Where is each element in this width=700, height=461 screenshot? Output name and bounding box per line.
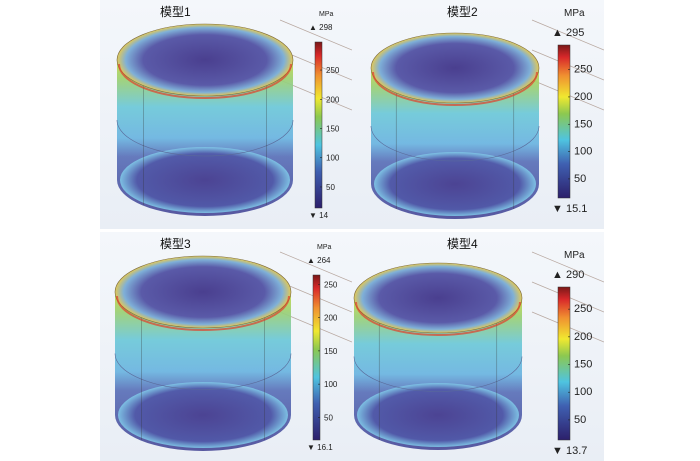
grid-line: [279, 251, 352, 283]
panel-model-2: 模型2 50 100 150 200 250 MPa ▲ 295 ▼ 15.1: [352, 0, 604, 229]
colorbar-tick-label: 200: [574, 91, 592, 103]
colorbar-tick-label: 50: [326, 183, 335, 192]
colorbar-min-label: ▼ 16.1: [307, 443, 333, 452]
colorbar-tick-label: 100: [326, 154, 340, 163]
mid-edge: [370, 125, 540, 162]
max-value: 295: [566, 27, 584, 39]
colorbar-tick-label: 150: [574, 359, 592, 371]
cylinder-top: [353, 262, 523, 334]
stress-plot: 50 100 150 200 250 MPa ▲ 298 ▼ 14: [116, 11, 352, 220]
colorbar-tick-label: 250: [574, 64, 592, 76]
stress-ring: [372, 71, 538, 106]
min-value: 13.7: [566, 445, 587, 457]
colorbar-tick-label: 100: [574, 386, 592, 398]
colorbar-min-label: ▼ 14: [309, 211, 329, 220]
colorbar-tick-label: 50: [324, 413, 333, 422]
panel-model-1: 模型1 50 100 150 200 250 MPa ▲ 298 ▼ 14: [100, 0, 352, 229]
colorbar: [557, 44, 571, 199]
colorbar-tick-label: 100: [574, 146, 592, 158]
colorbar-tick-label: 50: [574, 414, 586, 426]
max-value: 298: [319, 23, 333, 32]
mid-edge: [353, 356, 523, 392]
stress-plot: 50 100 150 200 250 MPa ▲ 290 ▼ 13.7: [353, 250, 604, 457]
stress-ring: [118, 63, 292, 99]
colorbar: [312, 274, 321, 441]
mid-edge: [114, 353, 292, 390]
colorbar-max-label: ▲ 290: [552, 269, 584, 281]
stress-plot: 50 100 150 200 250 MPa ▲ 295 ▼ 15.1: [370, 8, 604, 219]
panel-title: 模型3: [160, 237, 191, 251]
colorbar-max-label: ▲ 298: [309, 23, 333, 32]
panel-title: 模型2: [447, 5, 478, 19]
colorbar-tick-label: 200: [324, 314, 338, 323]
cylinder-top: [114, 255, 292, 329]
panel-model-4: 模型4 50 100 150 200 250 MPa ▲ 290 ▼ 13.7: [352, 232, 604, 461]
stress-ring: [116, 295, 290, 331]
colorbar-tick-label: 250: [574, 303, 592, 315]
colorbar-unit: MPa: [317, 244, 332, 251]
colorbar-unit: MPa: [319, 11, 334, 18]
stress-plot: 50 100 150 200 250 MPa ▲ 264 ▼ 16.1: [114, 244, 352, 452]
colorbar-tick-label: 150: [324, 347, 338, 356]
colorbar-max-label: ▲ 264: [307, 256, 331, 265]
max-value: 264: [317, 256, 331, 265]
colorbar-tick-label: 100: [324, 380, 338, 389]
colorbar: [314, 41, 323, 209]
colorbar-tick-label: 50: [574, 173, 586, 185]
grid-line: [531, 251, 604, 283]
cylinder-bottom: [120, 147, 290, 213]
cylinder-bottom: [118, 382, 288, 448]
colorbar-min-label: ▼ 15.1: [552, 203, 587, 215]
colorbar-tick-label: 150: [326, 125, 340, 134]
colorbar-tick-label: 150: [574, 118, 592, 130]
stress-ring: [355, 301, 521, 336]
panel-model-3: 模型3 50 100 150 200 250 MPa ▲ 264 ▼ 16.1: [100, 232, 352, 461]
min-value: 14: [319, 211, 328, 220]
min-value: 15.1: [566, 203, 587, 215]
colorbar-unit: MPa: [564, 250, 585, 261]
colorbar-tick-label: 250: [326, 66, 340, 75]
colorbar-tick-label: 200: [574, 331, 592, 343]
grid-line: [279, 19, 352, 51]
panel-title: 模型1: [160, 5, 191, 19]
cylinder-top: [116, 23, 294, 97]
mid-edge: [116, 119, 294, 157]
min-value: 16.1: [317, 443, 333, 452]
cylinder-bottom: [374, 152, 536, 216]
colorbar-max-label: ▲ 295: [552, 27, 584, 39]
cylinder-top: [370, 32, 540, 104]
max-value: 290: [566, 269, 584, 281]
colorbar-tick-label: 250: [324, 280, 338, 289]
cylinder-bottom: [357, 383, 519, 447]
colorbar: [557, 286, 571, 441]
panel-title: 模型4: [447, 237, 478, 251]
grid-line: [531, 19, 604, 51]
colorbar-tick-label: 200: [326, 95, 340, 104]
colorbar-min-label: ▼ 13.7: [552, 445, 587, 457]
colorbar-unit: MPa: [564, 8, 585, 19]
